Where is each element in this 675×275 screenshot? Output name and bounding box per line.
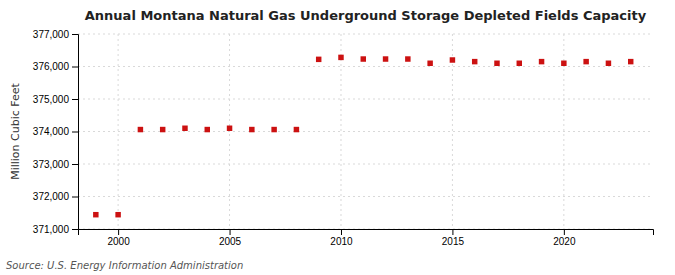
point <box>138 127 143 132</box>
axis-line <box>79 230 654 236</box>
tick-mark <box>72 197 78 198</box>
point <box>182 126 187 131</box>
point <box>205 127 210 132</box>
title: Annual Montana Natural Gas Underground S… <box>85 8 647 23</box>
point <box>427 61 432 66</box>
tick-mark <box>452 229 453 235</box>
point <box>383 56 388 61</box>
tick-mark <box>341 229 342 235</box>
y-axis: 371,000 372,000 373,000 374,000 375,000 376,0… <box>33 29 79 235</box>
tick-label: 371,000 <box>33 224 70 235</box>
point <box>316 57 321 62</box>
tick: 371,000 <box>33 224 78 235</box>
point <box>115 212 120 217</box>
grid <box>78 34 653 229</box>
y-axis-title: Million Cubic Feet <box>9 82 22 179</box>
grid-line <box>340 34 341 229</box>
point <box>249 127 254 132</box>
tick-label: 372,000 <box>33 191 70 202</box>
point <box>561 61 566 66</box>
grid-line <box>229 34 230 229</box>
grid-line <box>78 164 653 165</box>
grid-line <box>78 34 653 35</box>
point <box>606 61 611 66</box>
grid-line <box>78 196 653 197</box>
tick: 372,000 <box>33 191 78 202</box>
tick: 375,000 <box>33 94 78 105</box>
grid-line <box>78 99 653 100</box>
tick: 376,000 <box>33 61 78 72</box>
point <box>294 127 299 132</box>
tick-mark <box>118 229 119 235</box>
annotation: Source: U.S. Energy Information Administ… <box>6 260 243 271</box>
tick-label: 375,000 <box>33 94 70 105</box>
tick: 2020 <box>553 229 576 247</box>
tick-label: 2000 <box>107 236 130 247</box>
x-axis: 2000 2005 2010 2015 2020 <box>79 229 654 247</box>
point <box>494 61 499 66</box>
tick-mark <box>72 67 78 68</box>
tick-mark <box>72 99 78 100</box>
point <box>583 59 588 64</box>
tick: 2005 <box>219 229 242 247</box>
point <box>227 126 232 131</box>
axis-line <box>72 35 79 230</box>
tick-mark <box>72 132 78 133</box>
point <box>628 59 633 64</box>
tick-label: 2005 <box>219 236 242 247</box>
point <box>539 59 544 64</box>
tick: 2015 <box>442 229 465 247</box>
tick-mark <box>564 229 565 235</box>
point <box>160 127 165 132</box>
plot-area: 2000 2005 2010 2015 2020 371,000 372,000 373,00… <box>33 29 654 247</box>
tick-label: 376,000 <box>33 61 70 72</box>
chart: 2000 2005 2010 2015 2020 371,000 372,000 373,00… <box>0 0 675 275</box>
tick-label: 2020 <box>553 236 576 247</box>
point <box>361 56 366 61</box>
grid-line <box>118 34 119 229</box>
point <box>93 212 98 217</box>
tick: 377,000 <box>33 29 78 40</box>
grid-line <box>78 66 653 67</box>
tick-label: 2015 <box>442 236 465 247</box>
tick-label: 377,000 <box>33 29 70 40</box>
point <box>472 59 477 64</box>
tick: 373,000 <box>33 159 78 170</box>
tick: 2000 <box>107 229 130 247</box>
tick: 2010 <box>330 229 353 247</box>
tick-mark <box>72 229 78 230</box>
tick-mark <box>72 164 78 165</box>
tick-label: 374,000 <box>33 126 70 137</box>
tick-mark <box>72 34 78 35</box>
tick-label: 373,000 <box>33 159 70 170</box>
point <box>450 57 455 62</box>
point <box>517 61 522 66</box>
point <box>338 55 343 60</box>
tick-label: 2010 <box>330 236 353 247</box>
marks <box>93 55 633 218</box>
point <box>405 56 410 61</box>
point <box>271 127 276 132</box>
grid-line <box>452 34 453 229</box>
tick: 374,000 <box>33 126 78 137</box>
tick-mark <box>230 229 231 235</box>
